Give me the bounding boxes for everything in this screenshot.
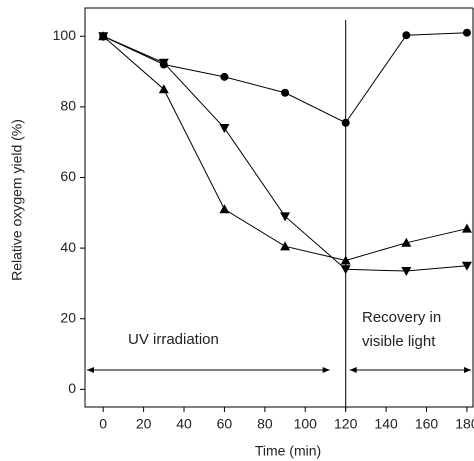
point — [340, 265, 351, 275]
x-tick-label: 60 — [217, 416, 233, 432]
series-line — [102, 35, 468, 261]
annotation: visible light — [362, 333, 436, 350]
x-axis-label: Time (min) — [255, 443, 321, 459]
point — [280, 212, 291, 222]
y-tick-label: 40 — [60, 239, 76, 255]
y-axis-label: Relative oxygem yield (%) — [9, 119, 25, 281]
point — [401, 267, 412, 277]
point — [280, 241, 291, 251]
point — [158, 58, 169, 68]
point — [158, 84, 169, 94]
arrow-head — [87, 367, 94, 373]
point — [220, 72, 229, 81]
annotation: UV irradiation — [128, 331, 219, 348]
y-tick-label: 100 — [53, 27, 77, 43]
point — [462, 28, 471, 37]
arrow-head — [349, 367, 357, 373]
series-line — [102, 32, 467, 124]
point — [401, 237, 412, 247]
point — [461, 223, 472, 233]
y-tick-label: 60 — [60, 168, 76, 184]
x-tick-label: 140 — [374, 416, 398, 432]
arrow-head — [464, 367, 471, 373]
point — [219, 124, 230, 134]
annotation: Recovery in — [362, 309, 441, 326]
point — [219, 204, 230, 214]
point — [402, 31, 411, 40]
y-tick-label: 0 — [68, 380, 76, 396]
point — [341, 118, 350, 127]
point — [281, 88, 290, 97]
x-tick-label: 0 — [99, 416, 107, 432]
x-tick-label: 120 — [334, 416, 358, 432]
arrow-head — [322, 367, 330, 373]
x-tick-label: 40 — [176, 416, 192, 432]
x-tick-label: 100 — [294, 416, 318, 432]
series-line — [102, 35, 467, 272]
plot-frame — [84, 7, 474, 408]
point — [98, 32, 109, 42]
y-tick-label: 20 — [60, 309, 76, 325]
x-tick-label: 160 — [415, 416, 439, 432]
x-tick-label: 180 — [455, 416, 474, 432]
point — [340, 255, 351, 265]
x-tick-label: 80 — [257, 416, 273, 432]
y-tick-label: 80 — [60, 98, 76, 114]
point — [461, 261, 472, 271]
x-tick-label: 20 — [136, 416, 152, 432]
